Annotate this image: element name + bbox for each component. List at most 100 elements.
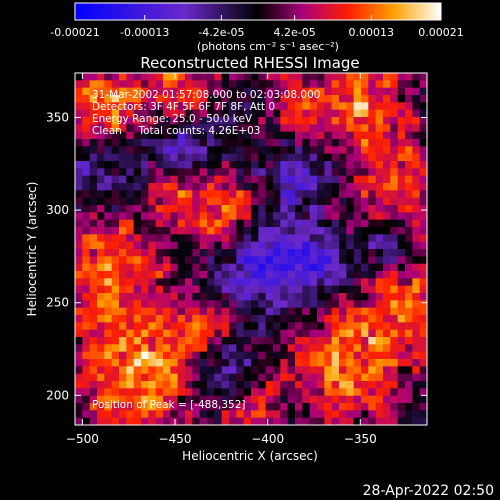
heatmap-cell (273, 102, 281, 111)
heatmap-cell (331, 263, 340, 272)
heatmap-cell (302, 417, 311, 426)
heatmap-cell (280, 322, 289, 331)
heatmap-cell (207, 102, 215, 111)
heatmap-cell (265, 285, 274, 294)
heatmap-cell (324, 183, 333, 191)
heatmap-cell (346, 344, 355, 353)
heatmap-cell (207, 337, 215, 345)
heatmap-cell (104, 197, 113, 206)
heatmap-cell (111, 139, 120, 147)
heatmap-cell (295, 146, 303, 155)
heatmap-cell (104, 249, 113, 257)
heatmap-cell (104, 80, 113, 89)
heatmap-cell (236, 285, 245, 294)
heatmap-cell (97, 285, 105, 294)
heatmap-cell (287, 329, 296, 338)
heatmap-cell (111, 212, 120, 221)
heatmap-cell (251, 205, 259, 213)
heatmap-cell (97, 337, 105, 345)
heatmap-cell (339, 197, 347, 206)
heatmap-cell (243, 124, 252, 133)
heatmap-cell (287, 102, 296, 111)
heatmap-cell (126, 373, 135, 382)
heatmap-cell (148, 351, 157, 360)
heatmap-cell (339, 417, 347, 426)
heatmap-cell (368, 417, 377, 426)
heatmap-cell (346, 190, 355, 199)
heatmap-cell (111, 249, 120, 257)
heatmap-cell (317, 109, 325, 118)
heatmap-cell (295, 124, 303, 133)
heatmap-cell (287, 153, 296, 162)
heatmap-cell (346, 381, 355, 389)
heatmap-cell (236, 300, 245, 309)
heatmap-cell (251, 337, 259, 345)
heatmap-cell (214, 329, 223, 338)
heatmap-cell (390, 139, 399, 147)
heatmap-cell (163, 109, 171, 118)
heatmap-cell (251, 153, 259, 162)
heatmap-cell (133, 197, 142, 206)
heatmap-cell (390, 219, 399, 228)
heatmap-cell (353, 359, 362, 367)
heatmap-cell (251, 197, 259, 206)
heatmap-cell (280, 131, 289, 140)
heatmap-cell (302, 95, 311, 103)
heatmap-cell (412, 131, 421, 140)
heatmap-cell (133, 351, 142, 360)
heatmap-cell (405, 256, 413, 265)
heatmap-cell (236, 263, 245, 272)
heatmap-cell (368, 183, 377, 191)
heatmap-cell (302, 190, 311, 199)
heatmap-cell (170, 219, 179, 228)
heatmap-cell (317, 197, 325, 206)
heatmap-cell (229, 234, 237, 243)
heatmap-cell (155, 153, 164, 162)
info-annotations: 31-Mar-2002 01:57:08.000 to 02:03:08.000… (92, 89, 320, 411)
heatmap-cell (361, 322, 369, 331)
heatmap-cell (163, 271, 171, 279)
heatmap-cell (221, 212, 230, 221)
heatmap-cell (390, 381, 399, 389)
heatmap-cell (133, 395, 142, 404)
heatmap-cell (229, 256, 237, 265)
heatmap-cell (353, 285, 362, 294)
heatmap-cell (163, 344, 171, 353)
heatmap-cell (243, 344, 252, 353)
heatmap-cell (317, 249, 325, 257)
heatmap-cell (280, 351, 289, 360)
heatmap-cell (302, 102, 311, 111)
heatmap-cell (339, 351, 347, 360)
colorbar-strip (74, 2, 442, 21)
heatmap-cell (243, 190, 252, 199)
heatmap-cell (324, 190, 333, 199)
heatmap-cell (126, 417, 135, 426)
heatmap-cell (111, 87, 120, 96)
heatmap-cell (397, 205, 406, 213)
heatmap-cell (339, 307, 347, 316)
heatmap-cell (133, 322, 142, 331)
heatmap-cell (163, 249, 171, 257)
heatmap-cell (163, 256, 171, 265)
heatmap-cell (163, 351, 171, 360)
heatmap-cell (185, 117, 193, 125)
heatmap-cell (346, 300, 355, 309)
heatmap-cell (104, 381, 113, 389)
heatmap-cell (265, 344, 274, 353)
heatmap-cell (368, 271, 377, 279)
heatmap-cell (361, 190, 369, 199)
heatmap-cell (353, 403, 362, 411)
heatmap-cell (251, 183, 259, 191)
heatmap-cell (397, 285, 406, 294)
heatmap-cell (280, 395, 289, 404)
heatmap-cell (221, 417, 230, 426)
heatmap-cell (119, 410, 127, 419)
heatmap-cell (405, 139, 413, 147)
heatmap-cell (104, 102, 113, 111)
heatmap-cell (331, 410, 340, 419)
heatmap-cell (229, 263, 237, 272)
heatmap-cell (192, 153, 201, 162)
heatmap-cell (170, 351, 179, 360)
heatmap-cell (265, 117, 274, 125)
heatmap-cell (82, 234, 91, 243)
